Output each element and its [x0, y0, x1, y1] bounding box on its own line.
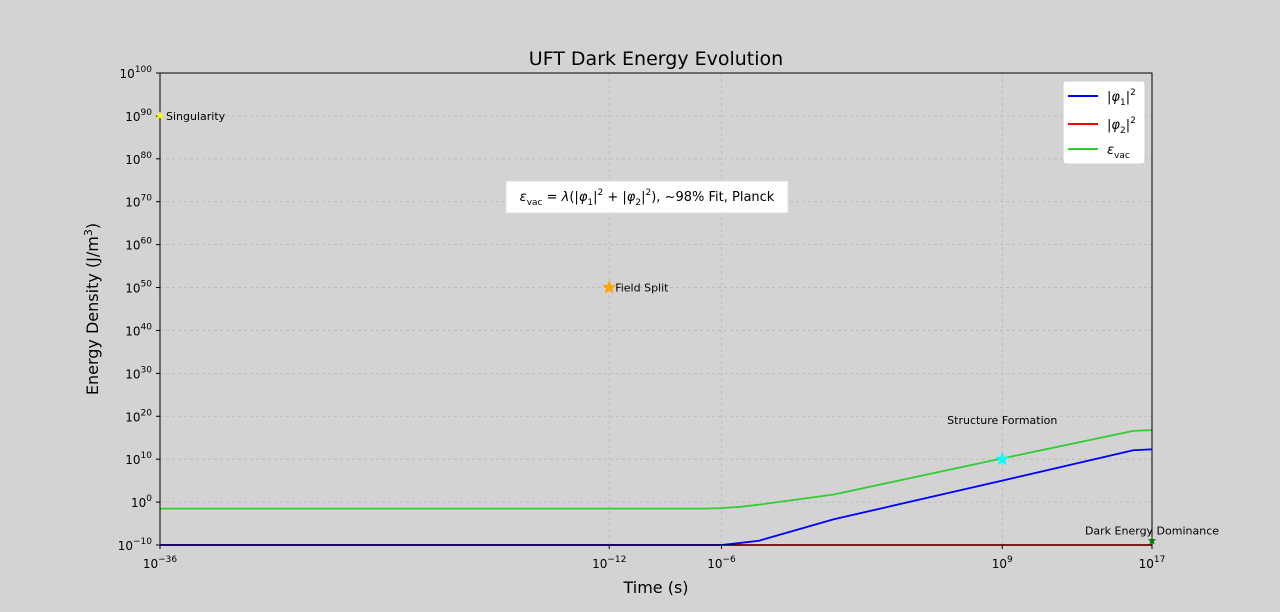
y-tick-label: 1050 — [125, 280, 152, 296]
annotation-box: εvac = λ(|φ1|2 + |φ2|2), ~98% Fit, Planc… — [505, 180, 789, 214]
y-tick-label: 1090 — [125, 108, 152, 124]
y-tick-label: 1030 — [125, 365, 152, 381]
legend-label-phi2: |φ2|2 — [1107, 116, 1136, 136]
annotation-box-background — [505, 180, 789, 214]
label-structure-formation: Structure Formation — [947, 414, 1057, 427]
marker-singularity — [155, 111, 165, 120]
x-tick-label: 1017 — [1139, 555, 1166, 571]
legend-box — [1062, 80, 1146, 165]
legend: |φ1|2 |φ2|2 εvac — [1062, 80, 1146, 165]
x-axis-label: Time (s) — [622, 578, 688, 597]
plot-frame — [159, 72, 1153, 546]
y-tick-label: 1070 — [125, 194, 152, 210]
y-tick-label: 1060 — [125, 237, 152, 253]
marker-field-split — [602, 280, 617, 294]
series-line-evac — [160, 429, 1153, 510]
chart-title: UFT Dark Energy Evolution — [529, 48, 783, 70]
marker-dark-energy-dominance — [1147, 536, 1157, 545]
legend-label-phi1: |φ1|2 — [1107, 88, 1136, 108]
y-tick-label: 1010 — [125, 451, 152, 467]
annotation-text: εvac = λ(|φ1|2 + |φ2|2), ~98% Fit, Planc… — [520, 188, 775, 208]
label-field-split: Field Split — [615, 282, 669, 295]
x-tick-label: 109 — [992, 555, 1013, 571]
x-tick-label: 10−36 — [143, 555, 178, 571]
y-tick-label: 10−10 — [118, 537, 153, 553]
y-tick-label: 1080 — [125, 151, 152, 167]
legend-label-evac: εvac — [1107, 143, 1130, 161]
label-dark-energy-dominance: Dark Energy Dominance — [1085, 525, 1219, 538]
y-tick-label: 1020 — [125, 408, 152, 424]
x-tick-label: 10−12 — [592, 555, 626, 571]
y-tick-label: 1040 — [125, 322, 152, 338]
marker-structure-formation — [995, 451, 1010, 466]
markers: Singularity Field Split Structure Formatio… — [155, 110, 1219, 545]
ticks: 10−36 10−12 10−6 109 1017 10−10 100 1010 1020 103… — [118, 65, 1166, 571]
y-axis-label: Energy Density (J/m3) — [82, 223, 102, 395]
x-tick-label: 10−6 — [707, 555, 736, 571]
label-singularity: Singularity — [166, 110, 226, 123]
y-tick-label: 100 — [131, 494, 152, 510]
y-tick-label: 10100 — [120, 65, 153, 81]
